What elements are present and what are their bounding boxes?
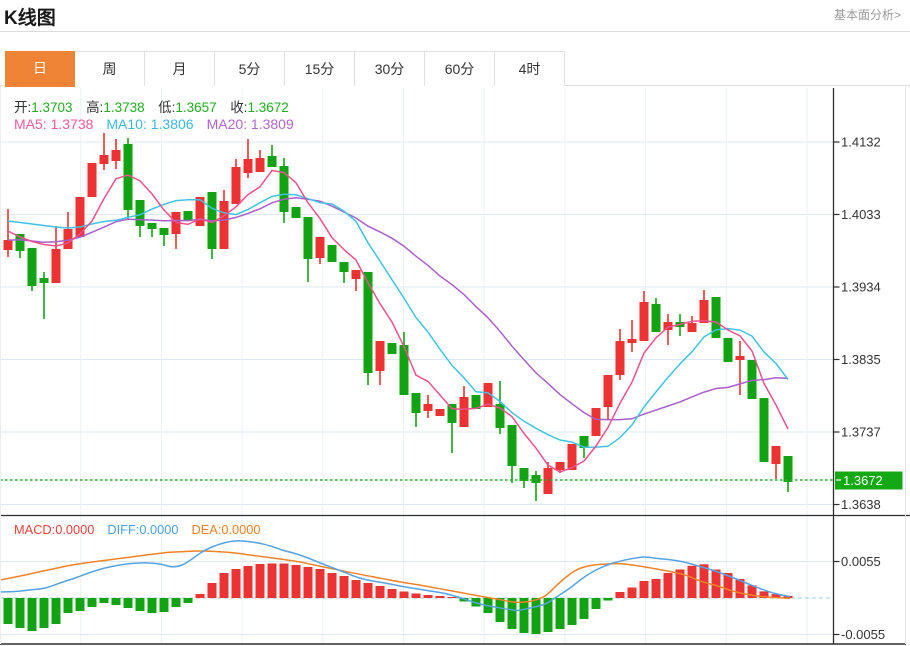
svg-text:1.3737: 1.3737	[841, 425, 881, 440]
svg-text:0.0055: 0.0055	[841, 554, 881, 569]
svg-text:-0.0055: -0.0055	[841, 627, 885, 642]
svg-text:1.4132: 1.4132	[841, 135, 881, 150]
svg-text:1.3835: 1.3835	[841, 352, 881, 367]
svg-text:1.3934: 1.3934	[841, 280, 881, 295]
svg-text:1.3638: 1.3638	[841, 497, 881, 512]
svg-text:1.4033: 1.4033	[841, 207, 881, 222]
svg-text:1.3672: 1.3672	[843, 473, 883, 488]
